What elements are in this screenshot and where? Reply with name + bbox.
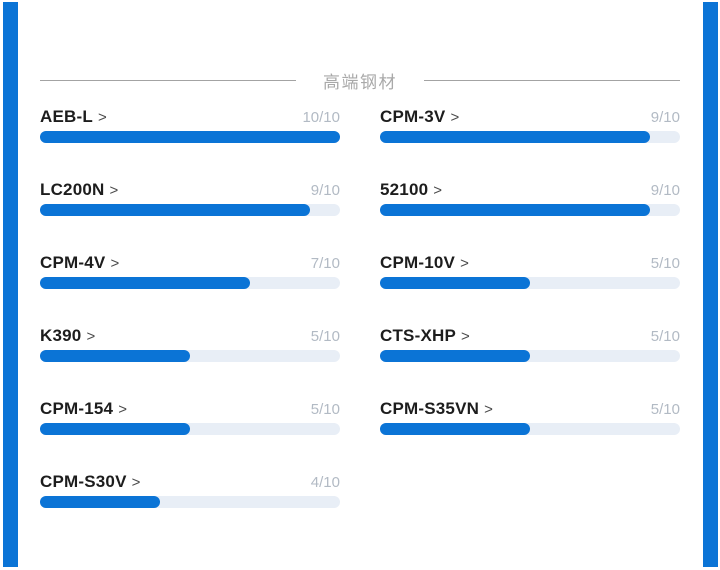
progress-track — [40, 131, 340, 143]
item-head: CPM-3V > 9/10 — [380, 107, 680, 127]
progress-track — [380, 350, 680, 362]
chevron-right-icon: > — [450, 109, 460, 126]
chevron-right-icon: > — [460, 255, 469, 272]
steel-name: CPM-S35VN — [380, 399, 480, 418]
progress-track — [380, 277, 680, 289]
chevron-right-icon: > — [86, 328, 96, 345]
steel-link[interactable]: CPM-4V > — [40, 253, 119, 274]
rating-label: 5/10 — [310, 401, 340, 418]
steel-item-aeb-l: AEB-L > 10/10 — [40, 107, 340, 143]
progress-track — [40, 204, 340, 216]
steel-link[interactable]: K390 > — [40, 326, 95, 347]
steel-name: CPM-4V — [40, 253, 106, 272]
rating-label: 9/10 — [650, 182, 680, 199]
rating-label: 5/10 — [650, 401, 680, 418]
steel-link[interactable]: LC200N > — [40, 180, 118, 201]
header-rule-left — [40, 80, 296, 81]
rating-label: 10/10 — [302, 109, 340, 126]
progress-fill — [40, 131, 340, 143]
steel-item-cpm-154: CPM-154 > 5/10 — [40, 399, 340, 435]
progress-fill — [40, 423, 190, 435]
steel-item-52100: 52100 > 9/10 — [380, 180, 680, 216]
progress-fill — [40, 204, 310, 216]
rating-label: 5/10 — [310, 328, 340, 345]
item-head: CPM-S30V > 4/10 — [40, 472, 340, 492]
steel-item-k390: K390 > 5/10 — [40, 326, 340, 362]
progress-fill — [40, 350, 190, 362]
item-head: K390 > 5/10 — [40, 326, 340, 346]
chevron-right-icon: > — [118, 401, 127, 418]
progress-fill — [380, 204, 650, 216]
item-head: CTS-XHP > 5/10 — [380, 326, 680, 346]
steel-rating-list: AEB-L > 10/10 LC200N > 9/10 — [40, 107, 680, 545]
steel-item-lc200n: LC200N > 9/10 — [40, 180, 340, 216]
right-edge-accent-bar — [703, 2, 718, 567]
steel-item-cpm-3v: CPM-3V > 9/10 — [380, 107, 680, 143]
item-head: CPM-S35VN > 5/10 — [380, 399, 680, 419]
steel-name: K390 — [40, 326, 82, 345]
rating-label: 5/10 — [650, 255, 680, 272]
progress-track — [380, 131, 680, 143]
progress-fill — [380, 131, 650, 143]
steel-name: CPM-10V — [380, 253, 456, 272]
steel-item-cts-xhp: CTS-XHP > 5/10 — [380, 326, 680, 362]
section-header: 高端钢材 — [40, 68, 680, 93]
chevron-right-icon: > — [110, 255, 120, 272]
chevron-right-icon: > — [484, 401, 493, 418]
item-head: CPM-10V > 5/10 — [380, 253, 680, 273]
steel-link[interactable]: CPM-S30V > — [40, 472, 140, 493]
steel-link[interactable]: CTS-XHP > — [380, 326, 470, 347]
left-edge-accent-bar — [3, 2, 18, 567]
steel-column-left: AEB-L > 10/10 LC200N > 9/10 — [40, 107, 340, 545]
steel-name: CPM-3V — [380, 107, 446, 126]
steel-name: LC200N — [40, 180, 105, 199]
rating-label: 7/10 — [310, 255, 340, 272]
rating-label: 9/10 — [310, 182, 340, 199]
steel-link[interactable]: CPM-10V > — [380, 253, 469, 274]
progress-fill — [40, 496, 160, 508]
item-head: LC200N > 9/10 — [40, 180, 340, 200]
progress-track — [40, 277, 340, 289]
steel-item-cpm-s30v: CPM-S30V > 4/10 — [40, 472, 340, 508]
steel-link[interactable]: AEB-L > — [40, 107, 107, 128]
steel-name: CTS-XHP — [380, 326, 457, 345]
chevron-right-icon: > — [109, 182, 119, 199]
steel-name: CPM-S30V — [40, 472, 127, 491]
item-head: CPM-4V > 7/10 — [40, 253, 340, 273]
steel-item-cpm-s35vn: CPM-S35VN > 5/10 — [380, 399, 680, 435]
steel-item-cpm-4v: CPM-4V > 7/10 — [40, 253, 340, 289]
rating-label: 4/10 — [310, 474, 340, 491]
item-head: AEB-L > 10/10 — [40, 107, 340, 127]
rating-label: 9/10 — [650, 109, 680, 126]
progress-fill — [380, 423, 530, 435]
chevron-right-icon: > — [433, 182, 443, 199]
chevron-right-icon: > — [131, 474, 141, 491]
progress-track — [380, 204, 680, 216]
steel-link[interactable]: CPM-3V > — [380, 107, 459, 128]
header-rule-right — [424, 80, 680, 81]
progress-track — [40, 496, 340, 508]
item-head: 52100 > 9/10 — [380, 180, 680, 200]
steel-link[interactable]: CPM-S35VN > — [380, 399, 493, 420]
steel-name: 52100 — [380, 180, 429, 199]
steel-link[interactable]: CPM-154 > — [40, 399, 127, 420]
progress-track — [40, 423, 340, 435]
progress-track — [40, 350, 340, 362]
steel-item-cpm-10v: CPM-10V > 5/10 — [380, 253, 680, 289]
progress-fill — [380, 350, 530, 362]
steel-name: CPM-154 — [40, 399, 114, 418]
steel-name: AEB-L — [40, 107, 93, 126]
chevron-right-icon: > — [461, 328, 470, 345]
item-head: CPM-154 > 5/10 — [40, 399, 340, 419]
progress-fill — [40, 277, 250, 289]
chevron-right-icon: > — [97, 109, 107, 126]
section-title: 高端钢材 — [323, 73, 397, 92]
rating-label: 5/10 — [650, 328, 680, 345]
steel-link[interactable]: 52100 > — [380, 180, 442, 201]
progress-fill — [380, 277, 530, 289]
steel-column-right: CPM-3V > 9/10 52100 > 9/10 — [380, 107, 680, 545]
progress-track — [380, 423, 680, 435]
